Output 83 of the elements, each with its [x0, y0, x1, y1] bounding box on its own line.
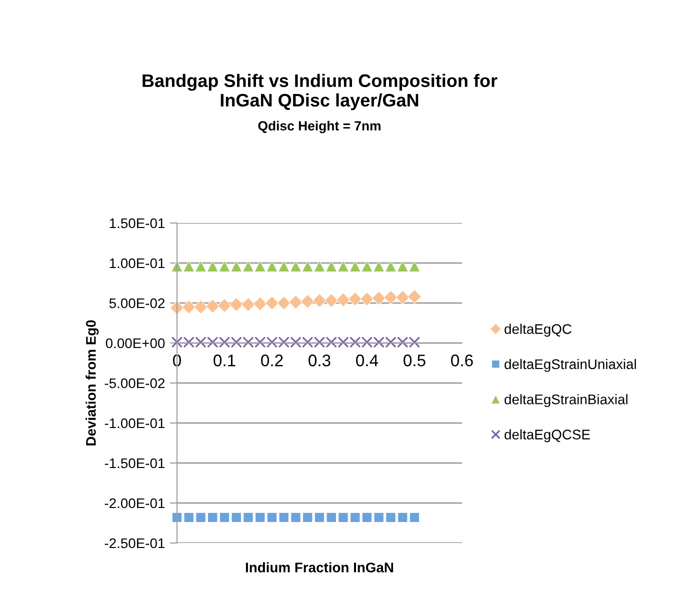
point — [218, 260, 230, 272]
legend-label: deltaEgQC — [504, 324, 572, 337]
point — [314, 260, 326, 272]
point — [288, 295, 303, 310]
point — [386, 512, 396, 523]
legend-label: deltaEgStrainUniaxial — [504, 358, 636, 372]
point — [384, 290, 398, 305]
point — [300, 294, 315, 309]
chart-subtitle: Qdisc Height = 7nm — [258, 120, 380, 134]
point — [290, 512, 301, 523]
point — [302, 512, 313, 523]
point — [217, 298, 232, 313]
point — [254, 260, 266, 272]
point — [229, 297, 244, 312]
point — [384, 260, 397, 272]
point — [373, 260, 385, 272]
point — [264, 296, 280, 310]
point — [266, 512, 278, 523]
point — [182, 300, 196, 314]
point — [230, 260, 242, 272]
point — [241, 297, 256, 312]
point — [395, 290, 410, 305]
legend-label: deltaEgStrainBiaxial — [504, 394, 628, 408]
x-tick-label: 0.6 — [451, 354, 473, 366]
point — [337, 260, 350, 272]
point — [243, 512, 254, 523]
y-tick-label: -1.00E-01 — [104, 418, 165, 428]
chart-title: Bandgap Shift vs Indium Composition for InGaN QDisc layer/GaN — [142, 74, 498, 110]
x-tick-label: 0.2 — [261, 354, 283, 366]
point — [194, 300, 208, 314]
point — [184, 512, 194, 523]
y-tick-label: -5.00E-02 — [104, 378, 164, 388]
point — [252, 296, 268, 311]
point — [206, 260, 218, 272]
point — [408, 260, 420, 272]
y-tick-label: -1.50E-01 — [104, 458, 165, 468]
point — [407, 289, 422, 304]
point — [242, 260, 254, 272]
x-tick-label: 0.5 — [404, 354, 426, 366]
point — [360, 292, 374, 306]
point — [374, 512, 384, 523]
point — [302, 260, 314, 272]
point — [326, 512, 337, 523]
point — [205, 299, 220, 314]
point — [278, 512, 290, 523]
point — [326, 260, 338, 272]
point — [254, 512, 266, 523]
x-tick-label: 0.4 — [356, 354, 378, 366]
point — [348, 292, 362, 306]
point — [266, 260, 278, 272]
x-axis-title: Indium Fraction InGaN — [246, 562, 394, 572]
point — [183, 260, 195, 272]
point — [290, 260, 302, 272]
point — [362, 512, 372, 523]
point — [231, 512, 242, 523]
y-tick-label: -2.50E-01 — [104, 538, 165, 548]
point — [314, 512, 325, 523]
x-tick-label: 0.1 — [214, 354, 236, 366]
point — [372, 291, 386, 306]
point — [207, 512, 218, 523]
point — [276, 296, 292, 310]
point — [361, 260, 373, 272]
x-tick-label: 0.3 — [308, 354, 330, 366]
point — [196, 512, 206, 523]
legend-label: deltaEgQCSE — [504, 429, 590, 442]
y-tick-label: 5.00E-02 — [109, 298, 164, 308]
y-tick-label: 1.50E-01 — [110, 218, 165, 228]
y-tick-label: 1.00E-01 — [110, 258, 165, 268]
point — [409, 512, 420, 523]
point — [336, 292, 350, 307]
point — [350, 512, 360, 523]
point — [324, 293, 339, 308]
point — [338, 512, 348, 523]
point — [278, 260, 290, 272]
point — [312, 293, 327, 308]
point — [397, 512, 408, 523]
point — [396, 260, 408, 272]
point — [194, 260, 207, 272]
y-tick-label: -2.00E-01 — [104, 498, 165, 508]
y-axis-title: Deviation from Eg0 — [86, 320, 99, 446]
point — [349, 260, 361, 272]
point — [219, 512, 230, 523]
y-tick-label: 0.00E+00 — [106, 338, 165, 348]
